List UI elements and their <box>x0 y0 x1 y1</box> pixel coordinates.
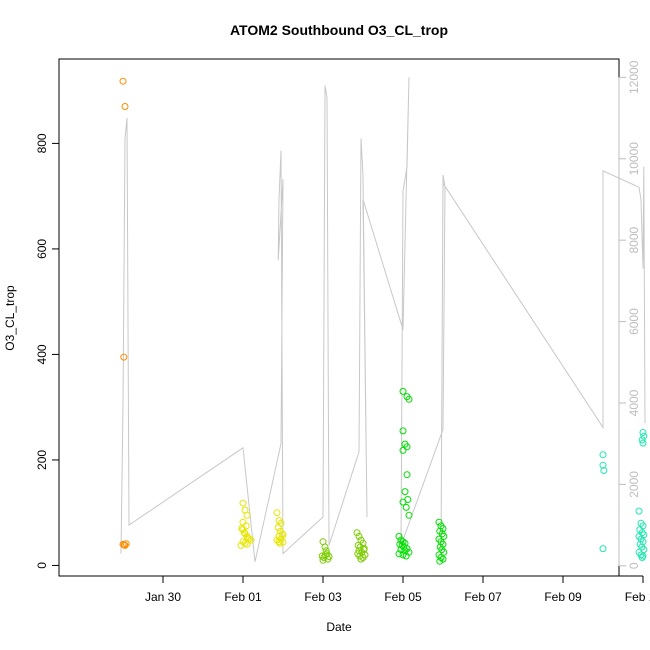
right-axis-line-layer <box>120 77 646 562</box>
data-point <box>639 429 647 436</box>
data-point <box>120 353 128 361</box>
y-axis-label: O3_CL_trop <box>3 285 17 351</box>
data-point <box>405 511 413 519</box>
y-tick-label: 200 <box>35 450 49 470</box>
right-tick-label: 8000 <box>627 226 641 253</box>
data-point <box>239 499 247 507</box>
data-point <box>599 451 607 459</box>
y-tick-label: 800 <box>35 133 49 153</box>
data-point <box>360 545 368 553</box>
x-tick-label: Feb 01 <box>224 590 262 604</box>
x-tick-label: Feb 11 <box>625 590 650 604</box>
data-point <box>401 488 409 496</box>
y-tick-label: 400 <box>35 344 49 364</box>
x-tick-label: Feb 07 <box>464 590 502 604</box>
right-tick-label: 10000 <box>627 142 641 176</box>
data-point <box>403 471 411 479</box>
data-point <box>279 538 287 546</box>
data-point <box>638 554 646 561</box>
data-point <box>399 498 407 506</box>
axes-layer: Jan 30 Feb 01 Feb 03 Feb 05 Feb 07 Feb 09 Feb … <box>35 60 650 604</box>
right-tick-label: 2000 <box>627 471 641 498</box>
plot-frame <box>58 58 620 577</box>
data-point <box>356 552 364 560</box>
data-point <box>239 526 247 534</box>
right-tick-label: 12000 <box>627 60 641 94</box>
data-point <box>600 467 608 474</box>
data-point <box>121 103 129 110</box>
data-point <box>395 532 403 540</box>
data-point <box>640 432 648 440</box>
y-tick-label: 0 <box>35 562 49 569</box>
right-axis-series-line <box>120 77 646 562</box>
data-point <box>395 550 403 558</box>
data-point <box>353 529 361 537</box>
right-tick-label: 6000 <box>627 308 641 335</box>
data-point <box>403 443 411 451</box>
data-point <box>398 541 406 549</box>
data-point <box>399 387 407 395</box>
data-point <box>119 77 127 85</box>
data-point <box>321 543 329 551</box>
data-point <box>276 539 284 547</box>
data-point <box>436 557 444 565</box>
x-tick-label: Feb 03 <box>304 590 342 604</box>
data-point <box>402 552 410 560</box>
y-tick-label: 600 <box>35 239 49 259</box>
x-tick-label: Feb 05 <box>384 590 422 604</box>
data-point <box>599 461 607 469</box>
data-point <box>599 545 607 553</box>
data-point <box>405 395 413 403</box>
data-point <box>401 547 409 555</box>
data-point <box>279 531 287 539</box>
data-point <box>354 550 362 558</box>
data-point <box>237 541 245 549</box>
data-point <box>638 436 646 444</box>
data-point <box>322 547 330 555</box>
data-point <box>274 524 282 531</box>
data-point <box>359 554 367 561</box>
data-point <box>318 552 326 560</box>
data-point <box>399 427 407 435</box>
data-point <box>635 507 643 515</box>
data-point <box>244 534 252 542</box>
data-point <box>437 554 445 561</box>
data-point <box>354 541 362 549</box>
data-point <box>273 509 281 517</box>
data-point <box>243 511 251 519</box>
data-point <box>238 525 246 532</box>
data-point <box>402 503 410 511</box>
data-point <box>639 439 647 447</box>
data-point <box>399 551 407 559</box>
points-layer <box>119 77 648 565</box>
data-point <box>120 541 128 549</box>
x-axis-label: Date <box>326 620 352 634</box>
right-tick-label: 0 <box>627 562 641 569</box>
data-point <box>357 555 365 563</box>
data-point <box>325 553 333 560</box>
data-point <box>435 518 443 526</box>
x-tick-label: Jan 30 <box>145 590 181 604</box>
data-point <box>239 518 247 526</box>
data-point <box>355 532 363 540</box>
right-tick-label: 4000 <box>627 389 641 416</box>
data-point <box>321 551 329 559</box>
x-tick-label: Feb 09 <box>544 590 582 604</box>
chart-title: ATOM2 Southbound O3_CL_trop <box>230 22 448 38</box>
data-point <box>278 530 286 538</box>
data-point <box>399 446 407 454</box>
